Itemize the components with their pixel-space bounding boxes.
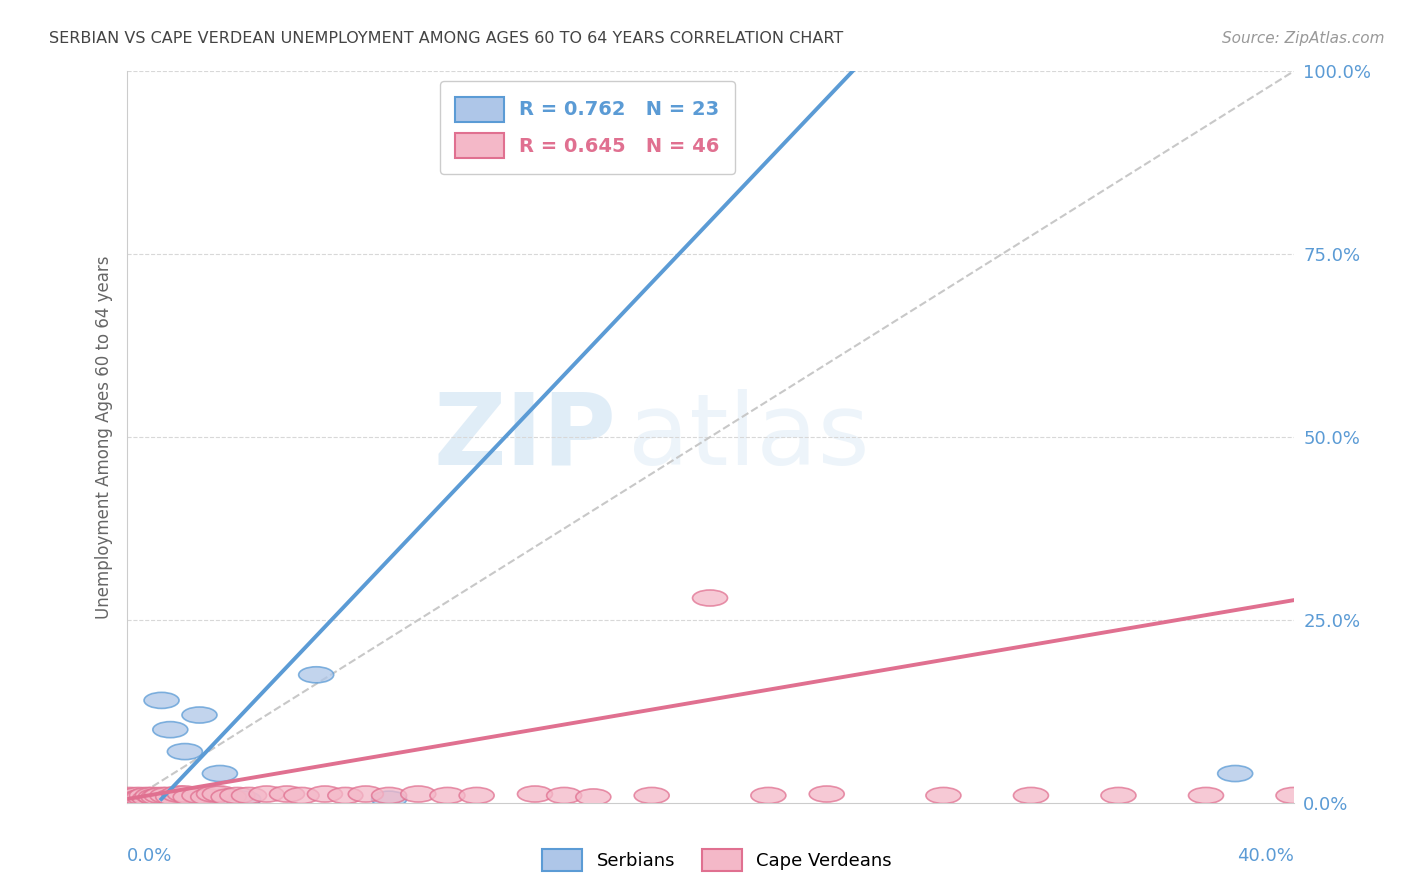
Ellipse shape — [401, 786, 436, 802]
Ellipse shape — [371, 788, 406, 804]
Ellipse shape — [129, 789, 165, 805]
Ellipse shape — [693, 590, 727, 606]
Ellipse shape — [129, 788, 165, 804]
Ellipse shape — [1218, 765, 1253, 781]
Ellipse shape — [124, 790, 159, 806]
Text: 0.0%: 0.0% — [127, 847, 172, 864]
Text: atlas: atlas — [628, 389, 870, 485]
Ellipse shape — [191, 791, 226, 807]
Ellipse shape — [298, 666, 333, 683]
Ellipse shape — [1188, 788, 1223, 804]
Ellipse shape — [135, 791, 170, 807]
Ellipse shape — [135, 788, 170, 804]
Ellipse shape — [576, 789, 610, 805]
Ellipse shape — [124, 789, 159, 805]
Ellipse shape — [138, 792, 173, 808]
Ellipse shape — [430, 788, 465, 804]
Ellipse shape — [547, 788, 582, 804]
Ellipse shape — [181, 788, 217, 804]
Ellipse shape — [112, 788, 148, 804]
Ellipse shape — [173, 789, 208, 805]
Ellipse shape — [249, 786, 284, 802]
Text: ZIP: ZIP — [434, 389, 617, 485]
Ellipse shape — [517, 786, 553, 802]
Ellipse shape — [634, 788, 669, 804]
Ellipse shape — [308, 786, 343, 802]
Ellipse shape — [156, 789, 191, 805]
Legend: R = 0.762   N = 23, R = 0.645   N = 46: R = 0.762 N = 23, R = 0.645 N = 46 — [440, 81, 735, 174]
Ellipse shape — [751, 788, 786, 804]
Ellipse shape — [121, 788, 156, 804]
Ellipse shape — [153, 722, 188, 738]
Ellipse shape — [118, 791, 153, 807]
Ellipse shape — [202, 765, 238, 781]
Ellipse shape — [219, 788, 254, 804]
Ellipse shape — [1101, 788, 1136, 804]
Text: SERBIAN VS CAPE VERDEAN UNEMPLOYMENT AMONG AGES 60 TO 64 YEARS CORRELATION CHART: SERBIAN VS CAPE VERDEAN UNEMPLOYMENT AMO… — [49, 31, 844, 46]
Ellipse shape — [1014, 788, 1049, 804]
Ellipse shape — [232, 788, 267, 804]
Ellipse shape — [143, 692, 179, 708]
Text: Source: ZipAtlas.com: Source: ZipAtlas.com — [1222, 31, 1385, 46]
Ellipse shape — [1277, 788, 1310, 804]
Ellipse shape — [132, 793, 167, 809]
Text: 40.0%: 40.0% — [1237, 847, 1294, 864]
Ellipse shape — [173, 791, 208, 807]
Ellipse shape — [349, 786, 384, 802]
Ellipse shape — [141, 789, 176, 805]
Y-axis label: Unemployment Among Ages 60 to 64 years: Unemployment Among Ages 60 to 64 years — [94, 255, 112, 619]
Ellipse shape — [115, 791, 150, 807]
Ellipse shape — [115, 789, 150, 805]
Ellipse shape — [226, 791, 260, 807]
Ellipse shape — [181, 707, 217, 723]
Ellipse shape — [810, 786, 844, 802]
Ellipse shape — [143, 788, 179, 804]
Ellipse shape — [118, 793, 153, 809]
Ellipse shape — [197, 786, 232, 802]
Ellipse shape — [162, 786, 197, 802]
Ellipse shape — [127, 791, 162, 807]
Ellipse shape — [112, 793, 148, 809]
Ellipse shape — [127, 789, 162, 805]
Ellipse shape — [121, 792, 156, 808]
Ellipse shape — [138, 789, 173, 805]
Ellipse shape — [460, 788, 494, 804]
Ellipse shape — [284, 788, 319, 804]
Ellipse shape — [270, 786, 305, 802]
Legend: Serbians, Cape Verdeans: Serbians, Cape Verdeans — [536, 842, 898, 879]
Ellipse shape — [202, 786, 238, 802]
Ellipse shape — [927, 788, 960, 804]
Ellipse shape — [167, 786, 202, 802]
Ellipse shape — [159, 791, 194, 807]
Ellipse shape — [167, 744, 202, 760]
Ellipse shape — [132, 790, 167, 806]
Ellipse shape — [328, 788, 363, 804]
Ellipse shape — [150, 788, 186, 804]
Ellipse shape — [148, 791, 181, 807]
Ellipse shape — [191, 789, 226, 805]
Ellipse shape — [211, 789, 246, 805]
Ellipse shape — [371, 791, 406, 807]
